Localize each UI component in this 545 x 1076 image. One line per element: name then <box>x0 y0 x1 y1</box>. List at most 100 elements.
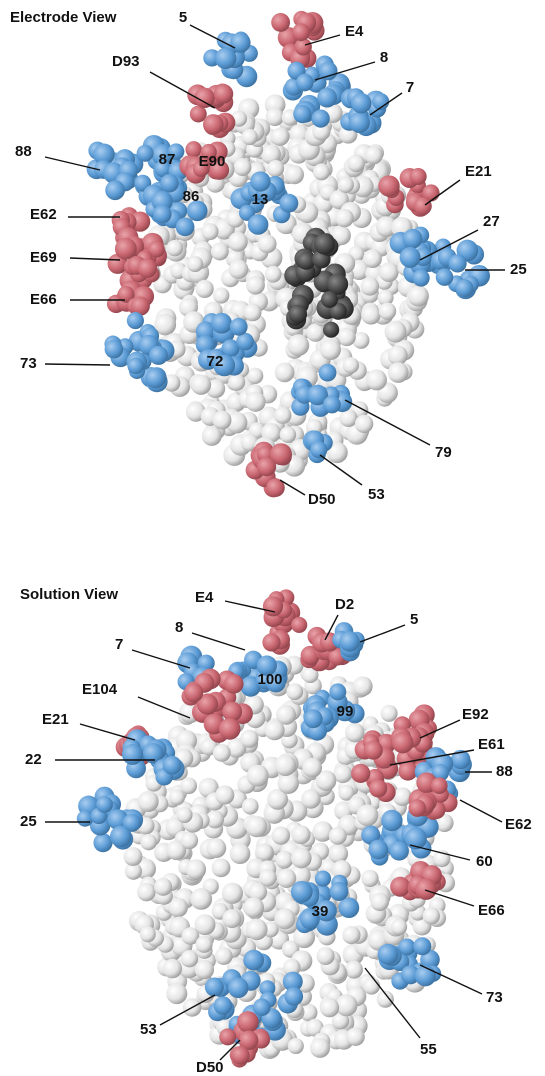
residue-label: 100 <box>257 671 282 688</box>
atom-sphere <box>240 730 258 748</box>
atom-sphere <box>287 334 309 356</box>
atom-sphere <box>234 158 252 176</box>
residue-label: D50 <box>308 491 336 508</box>
atom-sphere <box>241 129 257 145</box>
atom-sphere <box>122 744 143 765</box>
atom-sphere <box>330 882 349 901</box>
atom-sphere <box>195 960 214 979</box>
atom-sphere <box>137 145 154 162</box>
leader-line <box>80 724 135 740</box>
atom-sphere <box>369 779 387 797</box>
view-title: Electrode View <box>10 9 117 26</box>
atom-sphere <box>140 834 156 850</box>
atom-sphere <box>127 358 144 375</box>
atom-sphere <box>275 755 297 777</box>
atom-sphere <box>222 883 243 904</box>
atom-sphere <box>338 177 354 193</box>
residue-label: E66 <box>30 291 57 308</box>
atom-sphere <box>96 796 113 813</box>
residue-label: E61 <box>478 736 505 753</box>
atom-sphere <box>346 1027 365 1046</box>
atom-sphere <box>361 870 378 887</box>
atom-sphere <box>110 826 132 848</box>
atom-sphere <box>214 996 232 1014</box>
atom-sphere <box>314 233 335 254</box>
leader-line <box>460 800 502 822</box>
leader-line <box>45 364 110 365</box>
atom-sphere <box>163 959 183 979</box>
residue-label: 53 <box>368 486 385 503</box>
residue-label: D2 <box>335 596 354 613</box>
atom-sphere <box>244 303 262 321</box>
atom-sphere <box>169 789 185 805</box>
residue-label: D93 <box>112 53 140 70</box>
residue-label: E92 <box>462 706 489 723</box>
atom-sphere <box>219 718 241 740</box>
atom-sphere <box>349 112 370 133</box>
residue-label: 5 <box>179 9 187 26</box>
atom-sphere <box>347 154 365 172</box>
residue-label: 13 <box>252 191 269 208</box>
atom-sphere <box>329 827 347 845</box>
atom-sphere <box>154 878 172 896</box>
atom-sphere <box>237 1011 258 1032</box>
atom-sphere <box>313 163 330 180</box>
atom-sphere <box>351 764 370 783</box>
atom-sphere <box>176 807 192 823</box>
atom-sphere <box>351 93 371 113</box>
residue-label: E4 <box>345 23 364 40</box>
atom-sphere <box>205 977 224 996</box>
atom-sphere <box>219 1028 236 1045</box>
atom-sphere <box>361 277 380 296</box>
atom-sphere <box>355 415 373 433</box>
residue-label: 99 <box>337 703 354 720</box>
atom-sphere <box>248 214 269 235</box>
atom-sphere <box>409 799 427 817</box>
atom-sphere <box>115 238 137 260</box>
atom-sphere <box>267 160 284 177</box>
leader-line <box>192 633 245 650</box>
atom-sphere <box>286 683 303 700</box>
residue-label: 39 <box>312 903 329 920</box>
residue-label: 88 <box>496 763 513 780</box>
atom-sphere <box>140 926 156 942</box>
atom-sphere <box>392 732 413 753</box>
atom-sphere <box>381 705 398 722</box>
residue-label: 87 <box>159 151 176 168</box>
atom-sphere <box>288 1038 304 1054</box>
atom-sphere <box>215 48 236 69</box>
atom-sphere <box>137 883 156 902</box>
atom-sphere <box>215 785 234 804</box>
atom-sphere <box>246 816 267 837</box>
atom-sphere <box>343 357 359 373</box>
atom-sphere <box>301 789 320 808</box>
atom-sphere <box>242 798 259 815</box>
atom-sphere <box>310 1038 330 1058</box>
atom-sphere <box>263 596 283 616</box>
atom-sphere <box>320 998 339 1017</box>
residue-label: E21 <box>42 711 69 728</box>
residue-label: E62 <box>505 816 532 833</box>
atom-sphere <box>153 205 172 224</box>
atom-sphere <box>181 832 198 849</box>
atom-sphere <box>230 32 250 52</box>
atom-sphere <box>363 249 382 268</box>
atom-sphere <box>211 243 229 261</box>
atom-sphere <box>448 254 466 272</box>
atom-sphere <box>275 851 293 869</box>
atom-sphere <box>212 858 231 877</box>
atom-sphere <box>195 280 213 298</box>
atom-sphere <box>279 194 298 213</box>
atom-sphere <box>408 285 429 306</box>
atom-sphere <box>213 744 231 762</box>
atom-sphere <box>414 197 432 215</box>
leader-line <box>360 625 405 642</box>
atom-sphere <box>364 741 383 760</box>
atom-sphere <box>403 229 423 249</box>
atom-sphere <box>186 859 206 879</box>
residue-label: 7 <box>406 79 414 96</box>
residue-label: 25 <box>20 813 37 830</box>
atom-sphere <box>275 363 295 383</box>
atom-sphere <box>319 364 337 382</box>
atom-sphere <box>230 318 248 336</box>
